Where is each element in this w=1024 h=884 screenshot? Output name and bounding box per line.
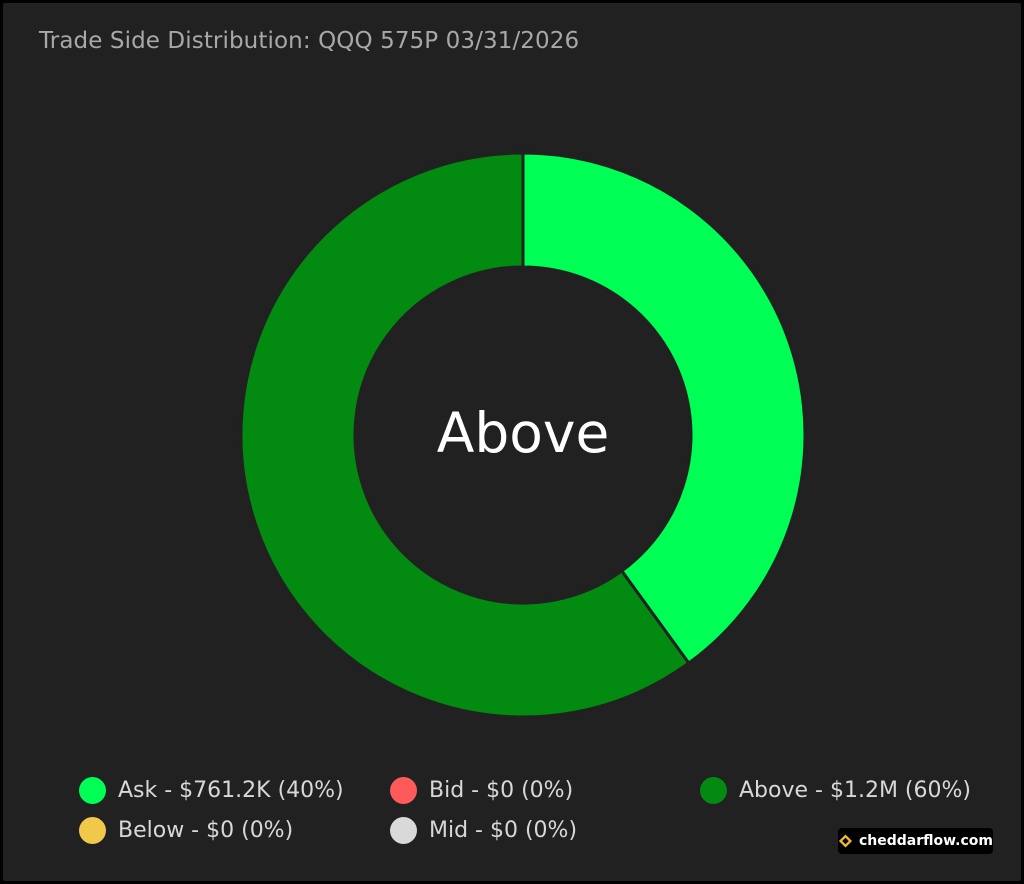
legend-label-mid: Mid - $0 (0%)	[429, 818, 578, 843]
legend-label-below: Below - $0 (0%)	[118, 818, 294, 843]
donut-slice-above[interactable]	[239, 151, 691, 719]
legend-item-below[interactable]: Below - $0 (0%)	[79, 817, 293, 844]
brand-label: cheddarflow.com	[858, 833, 993, 849]
donut-center-label: Above	[437, 401, 610, 465]
legend-swatch-mid	[390, 817, 417, 844]
legend-label-ask: Ask - $761.2K (40%)	[118, 778, 344, 803]
legend-item-above[interactable]: Above - $1.2M (60%)	[700, 777, 971, 804]
chart-title: Trade Side Distribution: QQQ 575P 03/31/…	[39, 28, 580, 54]
legend-item-mid[interactable]: Mid - $0 (0%)	[390, 817, 577, 844]
legend-swatch-below	[79, 817, 106, 844]
legend-label-bid: Bid - $0 (0%)	[429, 778, 574, 803]
legend-item-ask[interactable]: Ask - $761.2K (40%)	[79, 777, 344, 804]
legend-swatch-ask	[79, 777, 106, 804]
chart-panel	[3, 3, 1021, 881]
legend-label-above: Above - $1.2M (60%)	[739, 778, 971, 803]
cheddarflow-watermark: cheddarflow.com	[838, 828, 993, 854]
cheddarflow-logo-icon	[838, 834, 853, 848]
legend-item-bid[interactable]: Bid - $0 (0%)	[390, 777, 573, 804]
donut-slice-ask[interactable]	[521, 151, 807, 665]
legend-swatch-above	[700, 777, 727, 804]
legend-swatch-bid	[390, 777, 417, 804]
